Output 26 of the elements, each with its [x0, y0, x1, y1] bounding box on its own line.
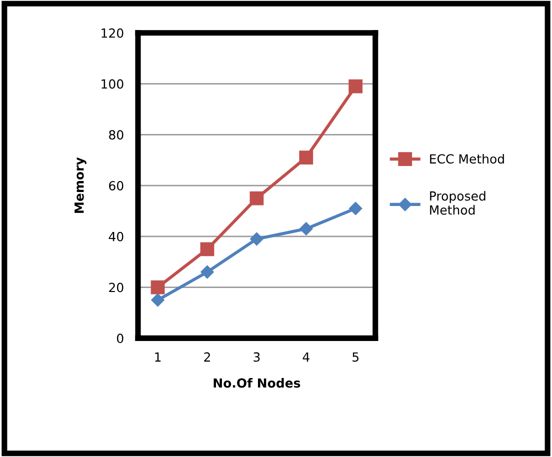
y-tick-label: 60: [109, 181, 124, 190]
y-tick-label: 100: [102, 79, 124, 89]
point: [300, 222, 313, 236]
x-tick-label: 1: [155, 352, 161, 362]
point: [200, 265, 214, 279]
point: [151, 293, 164, 307]
point: [250, 191, 264, 206]
y-tick-label: 120: [102, 28, 124, 38]
point: [250, 232, 264, 246]
point: [200, 242, 214, 256]
x-tick-label: 3: [254, 352, 260, 362]
y-axis-title: Memory: [74, 157, 86, 213]
y-tick-label: 80: [109, 130, 124, 140]
y-tick-label: 40: [108, 232, 124, 242]
x-tick-label: 4: [302, 352, 310, 362]
legend-label: Proposed Method: [430, 191, 486, 215]
legend-label: ECC Method: [430, 154, 504, 164]
point: [299, 150, 314, 165]
y-tick-label: 20: [109, 282, 124, 292]
point: [348, 79, 363, 94]
x-axis-title: No.Of Nodes: [214, 378, 300, 388]
y-tick-label: 0: [116, 334, 124, 344]
x-tick-label: 5: [352, 352, 358, 362]
point: [150, 280, 165, 294]
point: [348, 202, 362, 216]
x-tick-label: 2: [204, 352, 210, 362]
